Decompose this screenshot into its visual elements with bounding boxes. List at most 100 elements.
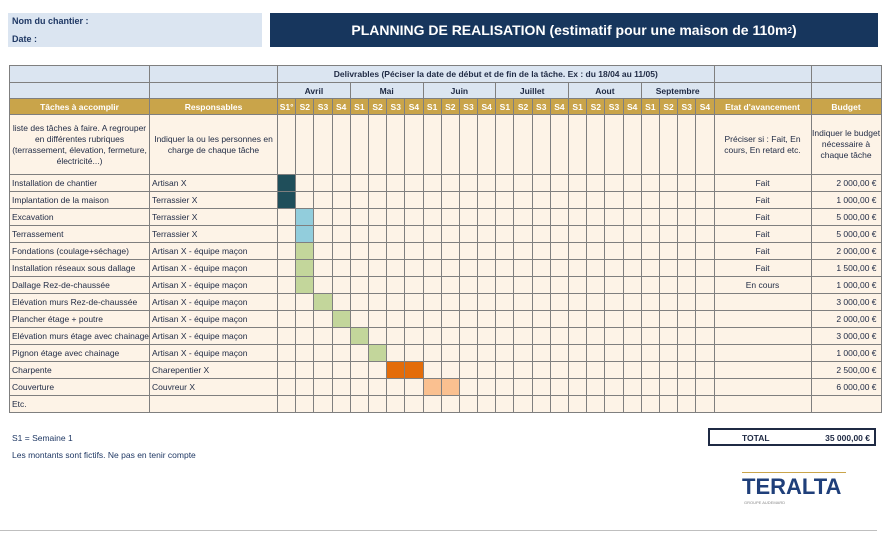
week-cell xyxy=(458,174,479,192)
week-cell xyxy=(531,293,551,311)
week-cell xyxy=(440,344,460,362)
week-cell xyxy=(531,327,551,345)
help-week-cell xyxy=(495,114,515,175)
week-cell xyxy=(549,378,570,396)
week-cell xyxy=(440,327,460,345)
week-cell xyxy=(422,208,442,226)
header-info-box: Nom du chantier : Date : xyxy=(8,13,262,47)
week-cell xyxy=(295,378,315,396)
week-cell xyxy=(295,395,315,413)
planning-table: Delivrables (Péciser la date de début et… xyxy=(8,65,882,413)
table-row: Elévation murs Rez-de-chaussée Artisan X … xyxy=(8,293,882,311)
week-cell xyxy=(568,191,588,209)
week-cell xyxy=(640,327,660,345)
week-cell xyxy=(477,327,497,345)
week-cell xyxy=(604,191,624,209)
week-cell xyxy=(277,191,297,209)
week-cell xyxy=(458,378,479,396)
task-etat xyxy=(713,395,812,413)
week-cell xyxy=(404,191,424,209)
week-cell xyxy=(440,395,460,413)
deliv-blank-2 xyxy=(149,65,279,83)
logo-text: TERALTA xyxy=(742,474,842,499)
week-cell xyxy=(549,242,570,260)
week-cell xyxy=(531,242,551,260)
week-header-13: S2 xyxy=(513,98,533,115)
week-cell xyxy=(277,293,297,311)
task-name: Charpente xyxy=(8,361,151,379)
week-cell xyxy=(331,378,351,396)
week-cell xyxy=(549,361,570,379)
week-cell xyxy=(622,310,642,328)
task-name: Terrassement xyxy=(8,225,151,243)
week-cell xyxy=(495,310,515,328)
help-week-cell xyxy=(386,114,406,175)
week-cell xyxy=(640,191,660,209)
week-cell xyxy=(513,242,533,260)
week-header-9: S2 xyxy=(440,98,460,115)
week-cell xyxy=(295,361,315,379)
week-cell xyxy=(531,259,551,277)
week-header-8: S1 xyxy=(422,98,442,115)
week-header-18: S3 xyxy=(604,98,624,115)
week-cell xyxy=(367,395,388,413)
week-cell xyxy=(658,310,679,328)
week-cell xyxy=(549,276,570,294)
week-cell xyxy=(640,361,660,379)
help-week-cell xyxy=(658,114,679,175)
week-cell xyxy=(440,293,460,311)
table-row: Dallage Rez-de-chaussée Artisan X - équip… xyxy=(8,276,882,294)
task-name: Elévation murs étage avec chainage xyxy=(8,327,151,345)
week-cell xyxy=(658,361,679,379)
week-cell xyxy=(458,395,479,413)
task-etat xyxy=(713,310,812,328)
help-week-cell xyxy=(367,114,388,175)
week-cell xyxy=(604,344,624,362)
week-header-19: S4 xyxy=(622,98,642,115)
week-cell xyxy=(658,378,679,396)
task-resp: Artisan X - équipe maçon xyxy=(149,327,279,345)
task-budget: 1 000,00 € xyxy=(810,276,882,294)
teralta-logo: TERALTA GROUPE AUDEMARD xyxy=(742,470,846,508)
week-cell xyxy=(586,378,606,396)
week-cell xyxy=(458,310,479,328)
week-cell xyxy=(349,276,369,294)
help-week-cell xyxy=(277,114,297,175)
week-cell xyxy=(367,191,388,209)
month-blank-4 xyxy=(810,82,882,99)
task-resp: Terrassier X xyxy=(149,225,279,243)
week-cell xyxy=(568,293,588,311)
week-cell xyxy=(695,242,715,260)
week-cell xyxy=(604,395,624,413)
week-cell xyxy=(604,259,624,277)
week-cell xyxy=(531,378,551,396)
week-cell xyxy=(622,293,642,311)
task-budget: 5 000,00 € xyxy=(810,225,882,243)
week-cell xyxy=(440,310,460,328)
week-cell xyxy=(658,327,679,345)
week-cell xyxy=(458,208,479,226)
week-cell xyxy=(404,378,424,396)
week-cell xyxy=(331,276,351,294)
week-cell xyxy=(495,293,515,311)
week-header-20: S1 xyxy=(640,98,660,115)
week-cell xyxy=(458,242,479,260)
week-cell xyxy=(677,208,697,226)
week-cell xyxy=(349,378,369,396)
month-blank-2 xyxy=(149,82,279,99)
week-cell xyxy=(331,344,351,362)
week-cell xyxy=(404,395,424,413)
week-cell xyxy=(477,395,497,413)
week-header-12: S1 xyxy=(495,98,515,115)
help-week-cell xyxy=(695,114,715,175)
week-cell xyxy=(367,310,388,328)
task-etat: Fait xyxy=(713,191,812,209)
week-cell xyxy=(440,259,460,277)
week-cell xyxy=(677,191,697,209)
week-cell xyxy=(331,327,351,345)
week-cell xyxy=(658,208,679,226)
task-etat: Fait xyxy=(713,242,812,260)
task-name: Pignon étage avec chainage xyxy=(8,344,151,362)
week-cell xyxy=(549,395,570,413)
week-cell xyxy=(677,395,697,413)
